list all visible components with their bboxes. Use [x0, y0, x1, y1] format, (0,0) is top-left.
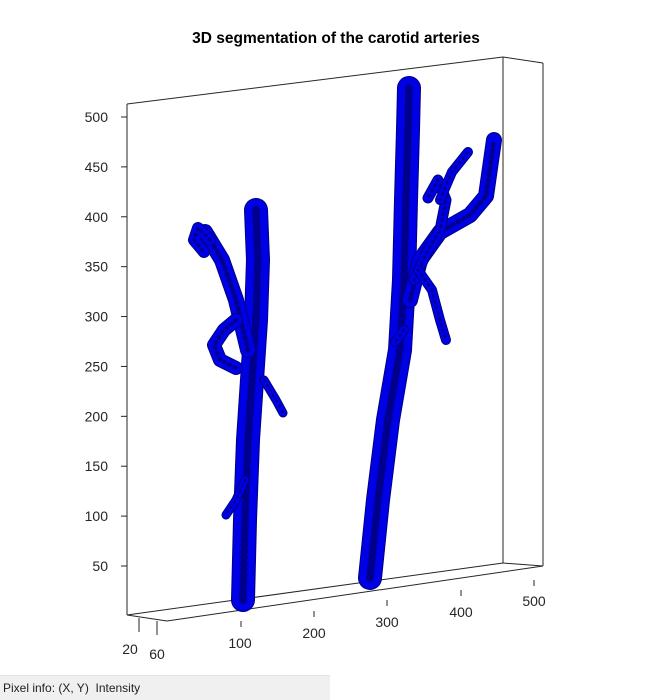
right-common-carotid-texture: [366, 84, 413, 582]
pixel-info-text: Pixel info: (X, Y) Intensity: [3, 681, 141, 695]
y-tick-label: 60: [149, 646, 165, 662]
right-carotid: [358, 76, 502, 590]
z-tick-label: 350: [85, 259, 109, 275]
z-tick-label: 200: [85, 408, 109, 424]
left-common-carotid-texture: [239, 206, 262, 604]
left-lower-branch-texture: [224, 478, 247, 517]
right-internal-branch-texture: [412, 178, 448, 282]
right-upper-branch-texture: [438, 150, 470, 202]
x-tick-label: 100: [228, 635, 252, 651]
x-axis-ticks: 100 200 300 400 500: [228, 580, 546, 651]
z-tick-label: 500: [85, 109, 109, 125]
z-tick-label: 450: [85, 159, 109, 175]
x-tick-label: 500: [522, 593, 546, 609]
z-tick-label: 50: [92, 558, 108, 574]
y-axis-ticks: 20 60: [122, 618, 165, 662]
status-bar: Pixel info: (X, Y) Intensity: [0, 675, 330, 700]
x-tick-label: 300: [375, 614, 399, 630]
axes-box: [126, 56, 544, 622]
left-small-branch-texture: [262, 378, 285, 415]
z-tick-label: 250: [85, 358, 109, 374]
left-upper-tuft-texture: [192, 226, 212, 254]
left-external-carotid-texture: [202, 229, 251, 353]
x-tick-label: 400: [449, 604, 473, 620]
right-side-branch-texture: [416, 268, 448, 342]
y-tick-label: 20: [122, 641, 138, 657]
chart-title: 3D segmentation of the carotid arteries: [192, 30, 480, 47]
z-axis-ticks: 50 100 150 200 250 300 350 400 450 500: [85, 109, 127, 574]
right-lower-side-texture: [393, 328, 406, 344]
vessel-render: [188, 76, 502, 612]
x-tick-label: 200: [302, 625, 326, 641]
left-carotid: [188, 198, 288, 612]
z-tick-label: 100: [85, 508, 109, 524]
figure-canvas: 3D segmentation of the carotid arteries …: [85, 30, 546, 662]
z-tick-label: 400: [85, 209, 109, 225]
left-branch-loop-texture: [211, 317, 239, 371]
z-tick-label: 300: [85, 309, 109, 325]
z-tick-label: 150: [85, 458, 109, 474]
